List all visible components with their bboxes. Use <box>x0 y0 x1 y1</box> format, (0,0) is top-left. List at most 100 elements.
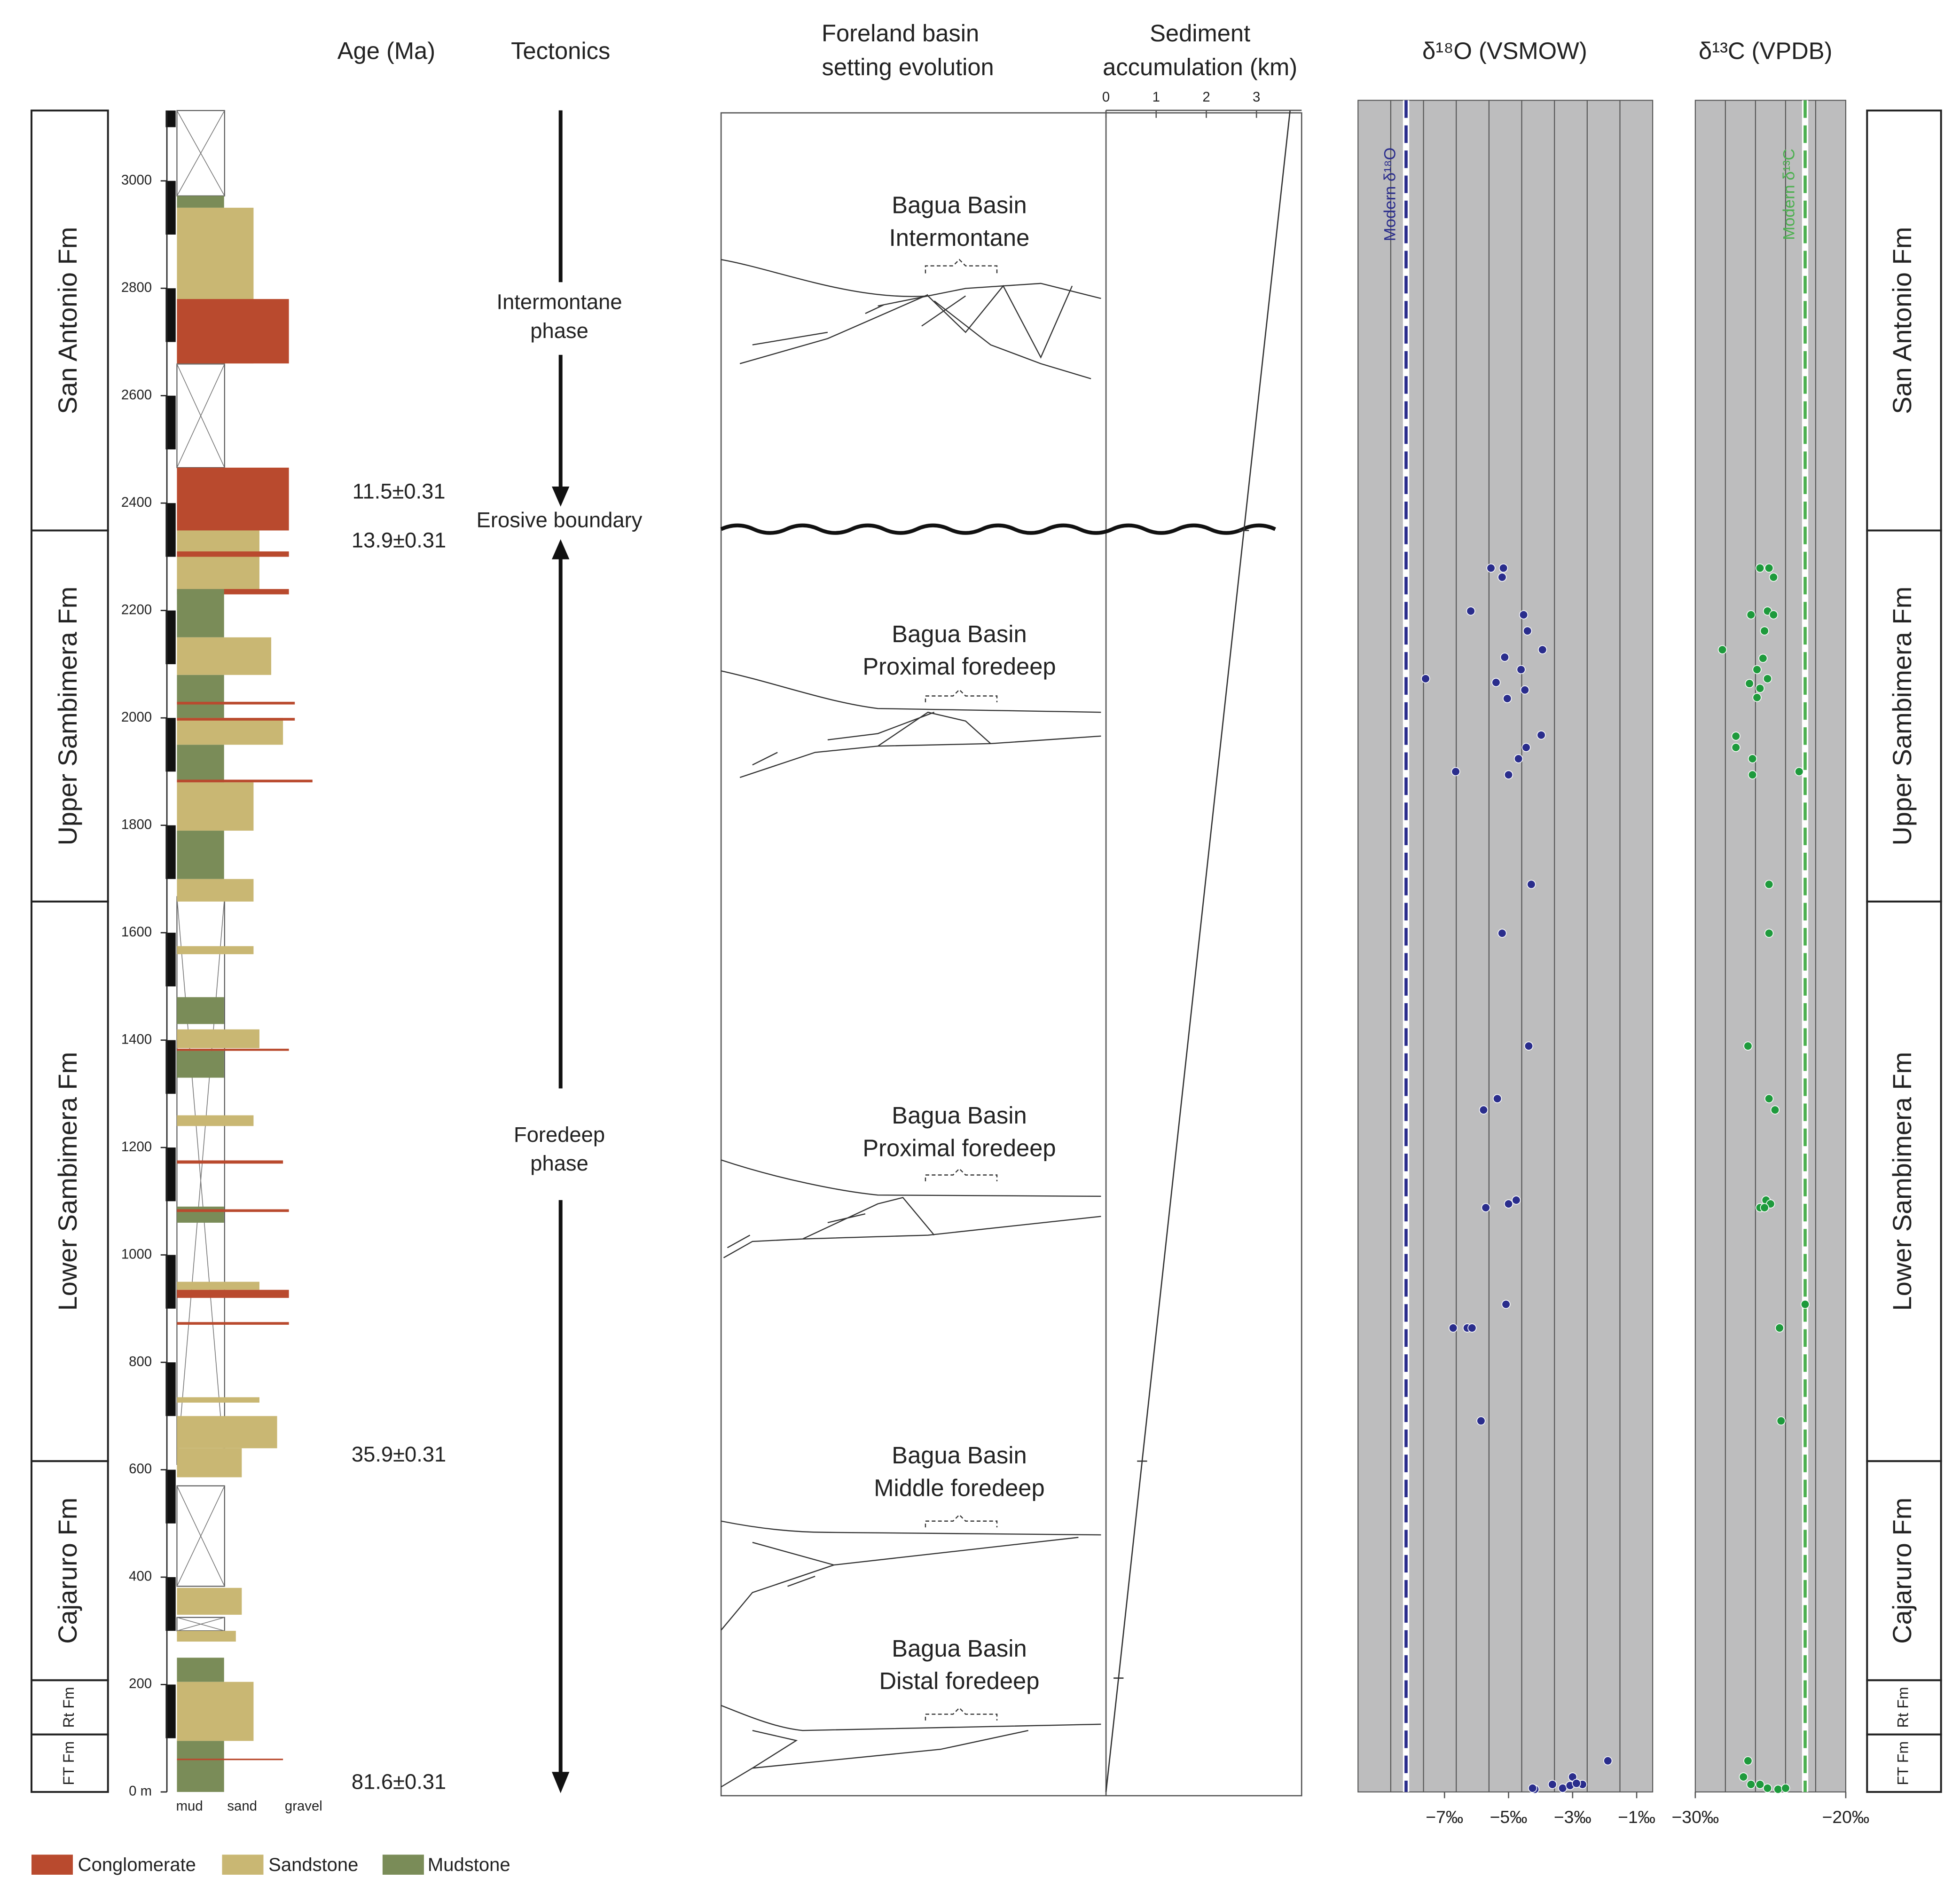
formation-box <box>1866 110 1942 532</box>
age-label: 13.9±0.31 <box>352 528 446 552</box>
data-point <box>1520 685 1529 695</box>
grain-label: mud <box>176 1799 203 1814</box>
y-tick-label: 1800 <box>121 817 152 832</box>
formation-name: FT Fm <box>1894 1741 1911 1785</box>
y-tick-label: 2200 <box>121 602 152 617</box>
boundary-label: Erosive boundary <box>477 508 643 532</box>
bed <box>177 946 254 954</box>
covered-cross <box>177 1617 225 1631</box>
panel-frame <box>1694 100 1847 1793</box>
y-tick-label: 0 m <box>129 1784 152 1799</box>
data-point <box>1746 610 1756 620</box>
formation-name: FT Fm <box>60 1741 77 1785</box>
formation-box <box>1866 529 1942 903</box>
y-tick-label: 400 <box>129 1569 152 1584</box>
y-tick-label: 1400 <box>121 1031 152 1047</box>
x-tick-label: 3 <box>1253 89 1260 105</box>
data-point <box>1755 684 1765 693</box>
panel-frame <box>1357 100 1654 1793</box>
data-point <box>1769 610 1778 620</box>
data-point <box>1527 880 1536 889</box>
data-point <box>1743 1756 1753 1766</box>
y-tick-label: 1000 <box>121 1246 152 1262</box>
bed <box>177 1658 224 1682</box>
data-point <box>1755 563 1765 573</box>
data-point <box>1758 653 1768 663</box>
covered-cross <box>176 1485 225 1587</box>
data-point <box>1466 606 1475 616</box>
formation-name: Rt Fm <box>60 1687 77 1728</box>
age-label: 11.5±0.31 <box>353 479 446 503</box>
data-point <box>1449 1323 1458 1333</box>
stage-title: Bagua Basin <box>892 1102 1027 1129</box>
basin-header: setting evolution <box>822 54 994 80</box>
data-point <box>1760 626 1769 636</box>
accumulation-title: Sediment <box>1150 20 1250 47</box>
data-point <box>1521 743 1531 752</box>
data-point <box>1516 665 1526 674</box>
data-point <box>1731 743 1740 752</box>
y-tick-label: 600 <box>129 1461 152 1477</box>
arrow-head <box>552 487 570 507</box>
data-point <box>1781 1784 1790 1793</box>
x-tick-label: 0 <box>1102 89 1110 105</box>
y-tick-label: 2600 <box>121 387 152 402</box>
data-point <box>1764 563 1774 573</box>
formation-box <box>1866 1733 1942 1793</box>
bed <box>177 299 289 364</box>
bed <box>177 1397 259 1403</box>
formation-name: Upper Sambimera Fm <box>53 587 82 846</box>
scale-bar <box>165 395 176 449</box>
bed <box>177 1281 259 1290</box>
data-point <box>1764 880 1774 889</box>
bed <box>177 718 283 745</box>
legend-label: Conglomerate <box>78 1855 196 1875</box>
grain-label: gravel <box>285 1799 322 1814</box>
data-point <box>1760 1203 1769 1212</box>
sketch-brace <box>925 689 998 702</box>
y-tick-label: 1600 <box>121 924 152 940</box>
data-point <box>1739 1772 1748 1782</box>
legend-label: Sandstone <box>268 1855 358 1875</box>
data-point <box>1481 1203 1490 1212</box>
grain-label: sand <box>227 1799 257 1814</box>
scale-bar <box>165 1255 176 1309</box>
formation-name: Cajaruro Fm <box>1887 1498 1917 1644</box>
sketch-line <box>721 1520 1101 1631</box>
data-point <box>1717 645 1727 654</box>
formation-box <box>30 1460 109 1682</box>
age-label: 35.9±0.31 <box>352 1442 446 1466</box>
formation-box <box>30 1733 109 1793</box>
arrow-head <box>552 539 570 559</box>
data-point <box>1519 610 1529 620</box>
data-point <box>1467 1323 1477 1333</box>
data-point <box>1504 770 1513 779</box>
formation-box <box>30 529 109 903</box>
data-point <box>1731 731 1740 741</box>
data-point <box>1763 674 1772 684</box>
stage-title: Bagua Basin <box>892 1442 1027 1469</box>
sketch-brace <box>925 1514 998 1528</box>
stage-title: Proximal foredeep <box>862 1135 1056 1162</box>
x-tick-label: 2 <box>1202 89 1210 105</box>
bed <box>177 1051 224 1078</box>
data-point <box>1752 693 1762 702</box>
data-point <box>1493 1094 1502 1103</box>
y-tick-label: 200 <box>129 1676 152 1691</box>
data-point <box>1512 1195 1521 1205</box>
stage-title: Proximal foredeep <box>862 653 1056 680</box>
basin-header: Foreland basin <box>822 20 979 47</box>
y-tick-label: 2400 <box>121 495 152 510</box>
scale-bar <box>165 1362 176 1416</box>
panel <box>1358 100 1653 1792</box>
x-tick-label: −5‰ <box>1490 1807 1528 1827</box>
bed <box>177 1115 254 1126</box>
data-point <box>1775 1323 1784 1333</box>
scale-bar <box>165 825 176 879</box>
data-point <box>1523 626 1532 636</box>
formation-box <box>30 900 109 1462</box>
sketch-brace <box>925 1707 998 1721</box>
bed <box>177 1587 242 1615</box>
data-point <box>1776 1416 1786 1426</box>
data-point <box>1503 694 1512 703</box>
